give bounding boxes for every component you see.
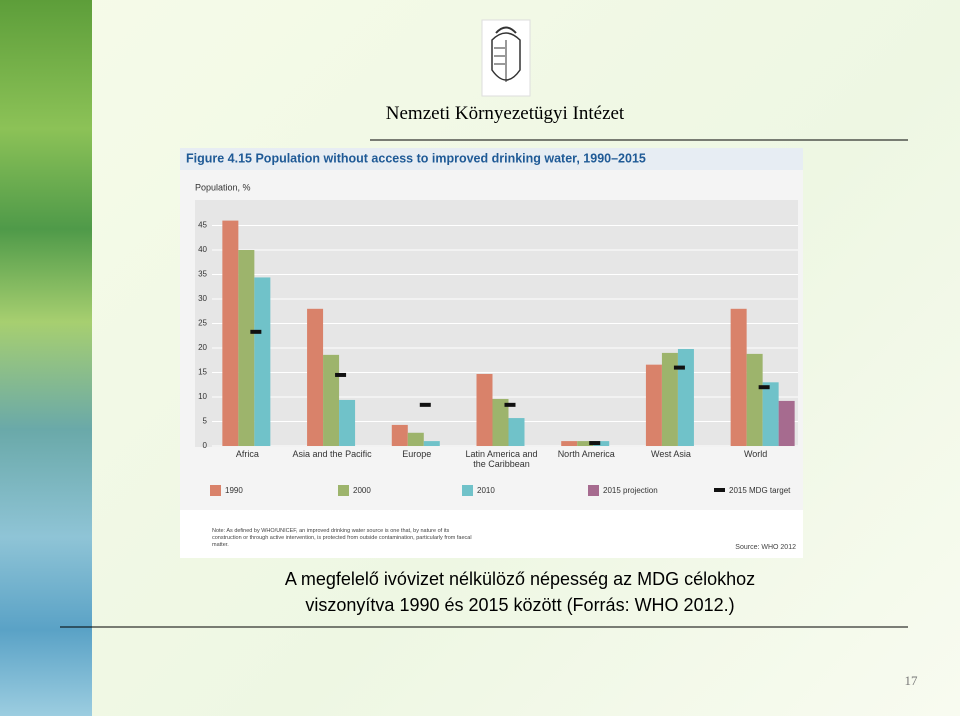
legend-label: 1990	[225, 486, 243, 495]
bar	[407, 432, 424, 446]
chart-title: Figure 4.15 Population without access to…	[186, 151, 646, 165]
y-tick-label: 30	[198, 294, 207, 303]
y-tick-label: 10	[198, 392, 207, 401]
y-tick-label: 45	[198, 221, 207, 230]
bar	[593, 441, 610, 446]
target-marker	[419, 402, 431, 407]
bar	[323, 354, 340, 446]
target-marker	[335, 372, 347, 377]
bar	[762, 382, 779, 446]
legend-swatch	[210, 485, 221, 496]
target-marker	[589, 441, 601, 446]
legend-swatch	[714, 488, 725, 492]
x-tick-label: Asia and the Pacific	[292, 449, 372, 459]
bar	[492, 398, 509, 446]
legend-swatch	[588, 485, 599, 496]
x-tick-label: Africa	[235, 449, 259, 459]
x-tick-label: Europe	[402, 449, 432, 459]
legend-label: 2010	[477, 486, 495, 495]
legend-swatch	[462, 485, 473, 496]
target-marker	[250, 329, 262, 334]
caption-line: A megfelelő ivóvizet nélkülöző népesség …	[284, 569, 756, 589]
bar	[661, 352, 678, 446]
x-tick-label: World	[743, 449, 768, 459]
y-tick-label: 15	[198, 368, 207, 377]
x-tick-label: West Asia	[650, 449, 691, 459]
chart-source: Source: WHO 2012	[735, 544, 796, 551]
caption-line: viszonyítva 1990 és 2015 között (Forrás:…	[305, 595, 735, 615]
bar	[508, 418, 525, 446]
bar	[391, 424, 408, 446]
x-tick-label: Latin America and the Caribbean	[465, 449, 538, 469]
y-tick-label: 35	[198, 270, 207, 279]
organization-name: Nemzeti Környezetügyi Intézet	[385, 103, 625, 124]
y-tick-label: 0	[203, 441, 208, 450]
note-area	[180, 515, 803, 558]
target-marker	[673, 365, 685, 370]
legend-label: 2000	[353, 486, 371, 495]
bar	[561, 441, 578, 446]
bar	[339, 399, 356, 446]
bar	[238, 250, 255, 446]
logo	[481, 19, 531, 97]
target-marker	[758, 385, 770, 390]
legend-swatch	[338, 485, 349, 496]
y-tick-label: 20	[198, 343, 207, 352]
caption: A megfelelő ivóvizet nélkülöző népesség …	[200, 566, 840, 618]
chart-note: Note: As defined by WHO/UNICEF, an impro…	[212, 528, 472, 548]
bar	[222, 220, 239, 446]
x-tick-label: North America	[557, 449, 615, 459]
legend-label: 2015 projection	[603, 486, 658, 495]
y-tick-label: 5	[203, 417, 208, 426]
y-axis-label: Population, %	[195, 182, 251, 192]
bar	[677, 348, 694, 446]
bar	[476, 373, 493, 446]
bar	[577, 441, 594, 446]
bar	[307, 308, 324, 446]
target-marker	[504, 402, 516, 407]
bar	[645, 364, 662, 446]
page-number: 17	[904, 673, 918, 688]
y-tick-label: 25	[198, 319, 207, 328]
bar	[778, 400, 795, 446]
bar	[746, 353, 763, 446]
y-tick-label: 40	[198, 245, 207, 254]
bar	[254, 277, 271, 446]
bar	[423, 441, 440, 446]
decorative-strip	[0, 0, 92, 716]
figure-title-band	[180, 148, 803, 170]
legend-label: 2015 MDG target	[729, 486, 791, 495]
bar	[730, 308, 747, 446]
